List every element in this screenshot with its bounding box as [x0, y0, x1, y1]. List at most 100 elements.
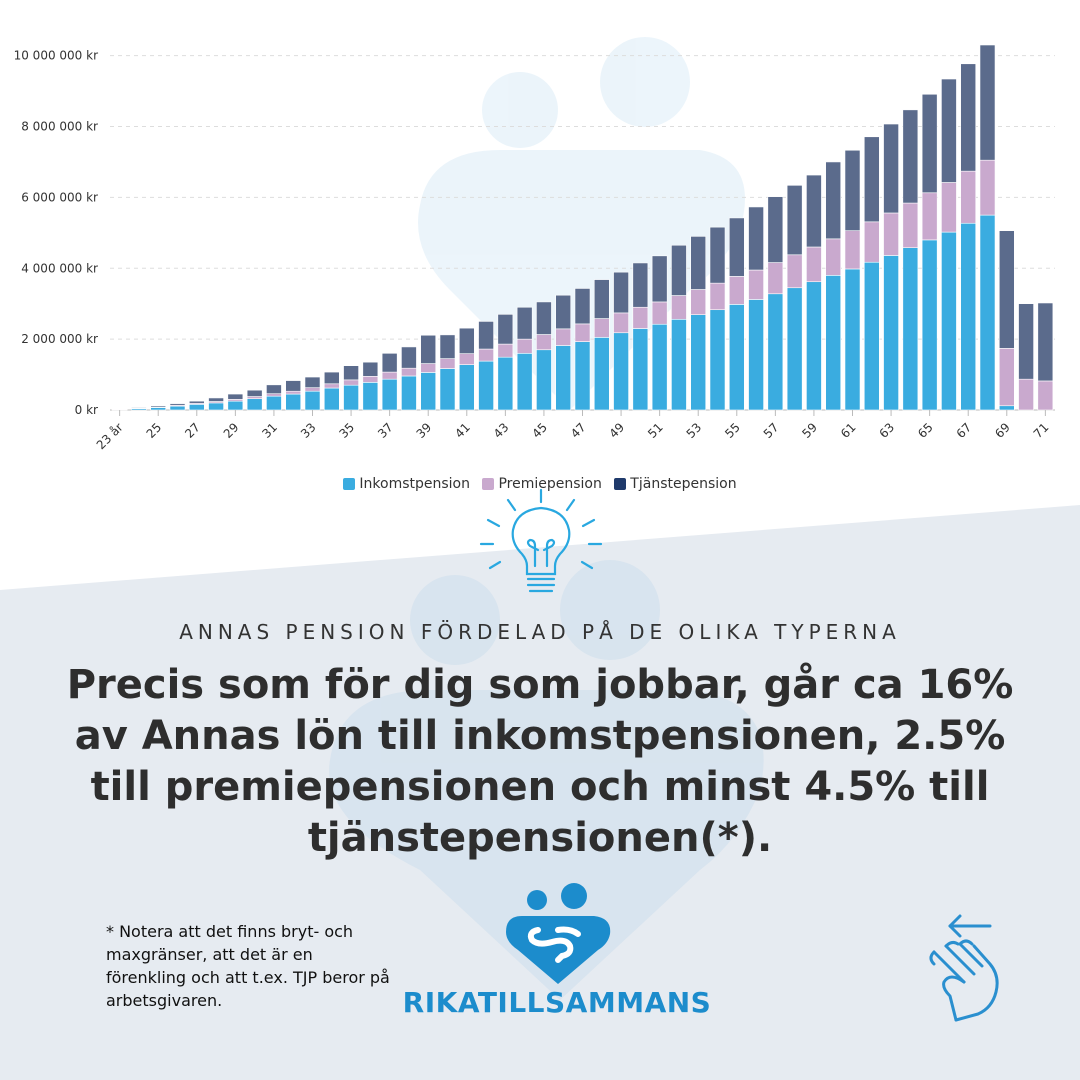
x-tick-label: 29 [221, 420, 242, 441]
bar-segment-tjanstepension [343, 365, 359, 381]
x-tick-label: 55 [722, 420, 743, 441]
x-tick-label: 63 [876, 420, 897, 441]
bar-segment-premiepension [555, 328, 572, 346]
bar-segment-inkomstpension [420, 372, 437, 411]
bar-segment-inkomstpension [266, 395, 282, 411]
x-tick-label: 25 [144, 420, 165, 441]
x-tick-label: 43 [491, 420, 512, 441]
bar-segment-inkomstpension [555, 345, 572, 411]
swipe-left-hand-icon [929, 914, 999, 1022]
bar-segment-premiepension [902, 202, 919, 248]
bar-segment-premiepension [844, 230, 861, 270]
bar-segment-inkomstpension [651, 323, 668, 411]
bar-segment-inkomstpension [458, 364, 475, 411]
bar-segment-inkomstpension [381, 378, 398, 411]
bar-segment-tjanstepension [613, 271, 629, 314]
bar-segment-tjanstepension [632, 262, 649, 308]
bar-segment-inkomstpension [863, 261, 880, 411]
bar-segment-premiepension [883, 212, 899, 256]
watermark-logo-bottom [329, 560, 764, 1000]
x-tick-label: 47 [568, 420, 589, 441]
bar-segment-tjanstepension [246, 389, 263, 397]
bar-segment-tjanstepension [651, 255, 668, 303]
bar-segment-premiepension [690, 289, 707, 315]
bar-segment-premiepension [709, 282, 726, 311]
x-tick-label: 23 år [94, 420, 126, 452]
bar-segment-premiepension [863, 221, 880, 263]
bar-segment-tjanstepension [748, 206, 764, 271]
legend-label-inkomstpension: Inkomstpension [359, 476, 470, 492]
bar-segment-tjanstepension [960, 63, 977, 172]
bar-segment-premiepension [285, 390, 302, 395]
bar-segment-inkomstpension [902, 247, 919, 411]
bar-segment-premiepension [728, 276, 745, 305]
bar-segment-inkomstpension [632, 328, 649, 411]
pension-stacked-bar-chart: 0 kr 2 000 000 kr 4 000 000 kr 6 000 000 kr… [14, 44, 1055, 452]
y-tick-label: 2 000 000 kr [21, 332, 98, 346]
bar-segment-premiepension [516, 338, 533, 354]
bar-segment-tjanstepension [1037, 302, 1054, 382]
bar-segment-tjanstepension [786, 185, 803, 256]
bar-segment-tjanstepension [285, 380, 302, 392]
bar-segment-premiepension [806, 246, 822, 283]
legend-swatch-inkomstpension [343, 478, 356, 490]
bar-segment-premiepension [960, 170, 977, 224]
bar-segment-premiepension [401, 367, 417, 377]
bar-segment-inkomstpension [401, 375, 417, 411]
bar-segment-tjanstepension [728, 217, 745, 277]
bar-segment-tjanstepension [844, 149, 861, 231]
bar-segment-tjanstepension [941, 78, 957, 183]
bar-segment-premiepension [748, 269, 764, 300]
bar-segment-inkomstpension [362, 382, 379, 411]
legend-item-inkomstpension: Inkomstpension [343, 476, 470, 492]
x-tick-label: 39 [414, 420, 435, 441]
bar-segment-tjanstepension [883, 123, 899, 214]
legend-swatch-premiepension [482, 478, 495, 490]
bar-segment-tjanstepension [574, 288, 591, 325]
x-tick-label: 53 [684, 420, 705, 441]
bar-segment-inkomstpension [767, 293, 784, 411]
bar-segment-inkomstpension [246, 398, 263, 411]
bar-segment-tjanstepension [208, 397, 224, 402]
bar-segment-premiepension [343, 379, 359, 386]
bar-segment-inkomstpension [998, 405, 1015, 411]
bar-segment-premiepension [478, 348, 494, 362]
y-axis: 0 kr 2 000 000 kr 4 000 000 kr 6 000 000 kr… [14, 49, 98, 417]
brand-wordmark: RIKATILLSAMMANS [402, 986, 712, 1019]
watermark-logo-top [418, 37, 745, 410]
bar-segment-inkomstpension [439, 368, 456, 411]
bar-segment-tjanstepension [536, 301, 552, 335]
bar-segment-inkomstpension [516, 353, 533, 411]
bar-segment-premiepension [420, 363, 437, 373]
bar-segment-inkomstpension [343, 384, 359, 411]
y-tick-label: 4 000 000 kr [21, 261, 98, 275]
x-axis: 23 år 25 27 29 31 33 35 37 39 41 43 45 47 49 51 53 55 57 5… [94, 410, 1051, 452]
footnote: * Notera att det finns bryt- och maxgrän… [106, 922, 390, 1010]
section-subtitle: ANNAS PENSION FÖRDELAD PÅ DE OLIKA TYPER… [179, 620, 901, 644]
bar-segment-inkomstpension [285, 393, 302, 411]
bar-segment-inkomstpension [709, 309, 726, 411]
bar-segment-tjanstepension [420, 334, 437, 364]
x-tick-label: 31 [259, 420, 280, 441]
bar-segment-tjanstepension [690, 236, 707, 290]
bar-segment-tjanstepension [555, 294, 572, 330]
bar-segment-premiepension [632, 306, 649, 329]
bar-segment-tjanstepension [902, 109, 919, 204]
rikatillsammans-logo [506, 883, 611, 984]
x-tick-label: 69 [992, 420, 1013, 441]
bar-segment-tjanstepension [188, 400, 205, 404]
y-tick-label: 6 000 000 kr [21, 190, 98, 204]
bar-segment-premiepension [574, 323, 591, 342]
x-tick-label: 65 [915, 420, 936, 441]
legend-label-premiepension: Premiepension [498, 476, 602, 492]
x-tick-label: 49 [606, 420, 627, 441]
bar-segment-inkomstpension [728, 304, 745, 411]
bar-segment-inkomstpension [825, 275, 842, 411]
bar-segment-premiepension [1037, 380, 1054, 411]
bar-segment-premiepension [921, 192, 938, 241]
bar-segment-tjanstepension [169, 403, 186, 406]
bar-segment-tjanstepension [439, 334, 456, 359]
bar-segment-tjanstepension [401, 346, 417, 369]
bar-segment-tjanstepension [593, 279, 610, 319]
